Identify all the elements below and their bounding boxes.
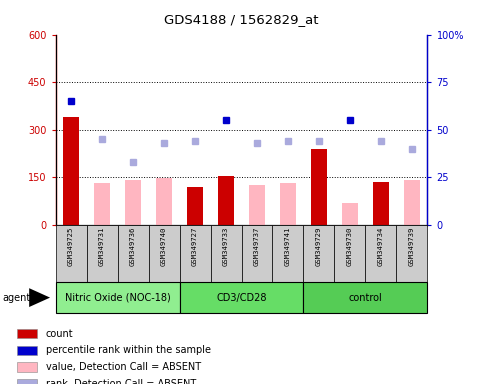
Bar bbox=[211, 225, 242, 282]
Bar bbox=[125, 180, 141, 225]
Text: GSM349740: GSM349740 bbox=[161, 227, 167, 266]
Bar bbox=[334, 225, 366, 282]
Bar bbox=[218, 175, 234, 225]
Bar bbox=[397, 225, 427, 282]
Text: count: count bbox=[46, 329, 73, 339]
Bar bbox=[149, 225, 180, 282]
Text: GSM349736: GSM349736 bbox=[130, 227, 136, 266]
Bar bbox=[56, 225, 86, 282]
Text: GSM349725: GSM349725 bbox=[68, 227, 74, 266]
Bar bbox=[180, 282, 303, 313]
Text: GSM349741: GSM349741 bbox=[285, 227, 291, 266]
Bar bbox=[272, 225, 303, 282]
Text: percentile rank within the sample: percentile rank within the sample bbox=[46, 345, 211, 356]
Bar bbox=[311, 149, 327, 225]
Bar bbox=[180, 225, 211, 282]
Text: GDS4188 / 1562829_at: GDS4188 / 1562829_at bbox=[164, 13, 319, 26]
Bar bbox=[117, 225, 149, 282]
Bar bbox=[156, 178, 172, 225]
Text: rank, Detection Call = ABSENT: rank, Detection Call = ABSENT bbox=[46, 379, 196, 384]
Bar bbox=[404, 180, 420, 225]
Text: GSM349737: GSM349737 bbox=[254, 227, 260, 266]
Bar bbox=[342, 203, 358, 225]
Bar bbox=[303, 282, 427, 313]
Bar bbox=[94, 184, 110, 225]
Bar bbox=[366, 225, 397, 282]
Text: GSM349727: GSM349727 bbox=[192, 227, 198, 266]
Text: GSM349729: GSM349729 bbox=[316, 227, 322, 266]
Text: CD3/CD28: CD3/CD28 bbox=[216, 293, 267, 303]
Bar bbox=[56, 282, 180, 313]
Text: value, Detection Call = ABSENT: value, Detection Call = ABSENT bbox=[46, 362, 201, 372]
Polygon shape bbox=[29, 288, 50, 307]
Bar bbox=[373, 182, 389, 225]
Bar bbox=[242, 225, 272, 282]
Text: GSM349734: GSM349734 bbox=[378, 227, 384, 266]
Text: GSM349731: GSM349731 bbox=[99, 227, 105, 266]
Bar bbox=[17, 329, 37, 338]
Text: agent: agent bbox=[2, 293, 30, 303]
Bar bbox=[17, 346, 37, 355]
Bar bbox=[86, 225, 117, 282]
Bar bbox=[17, 379, 37, 384]
Bar bbox=[303, 225, 334, 282]
Bar bbox=[187, 187, 203, 225]
Text: GSM349739: GSM349739 bbox=[409, 227, 415, 266]
Text: GSM349730: GSM349730 bbox=[347, 227, 353, 266]
Bar bbox=[17, 362, 37, 372]
Bar bbox=[63, 117, 79, 225]
Text: Nitric Oxide (NOC-18): Nitric Oxide (NOC-18) bbox=[65, 293, 170, 303]
Bar bbox=[249, 185, 265, 225]
Text: GSM349733: GSM349733 bbox=[223, 227, 229, 266]
Bar bbox=[280, 183, 296, 225]
Text: control: control bbox=[349, 293, 383, 303]
